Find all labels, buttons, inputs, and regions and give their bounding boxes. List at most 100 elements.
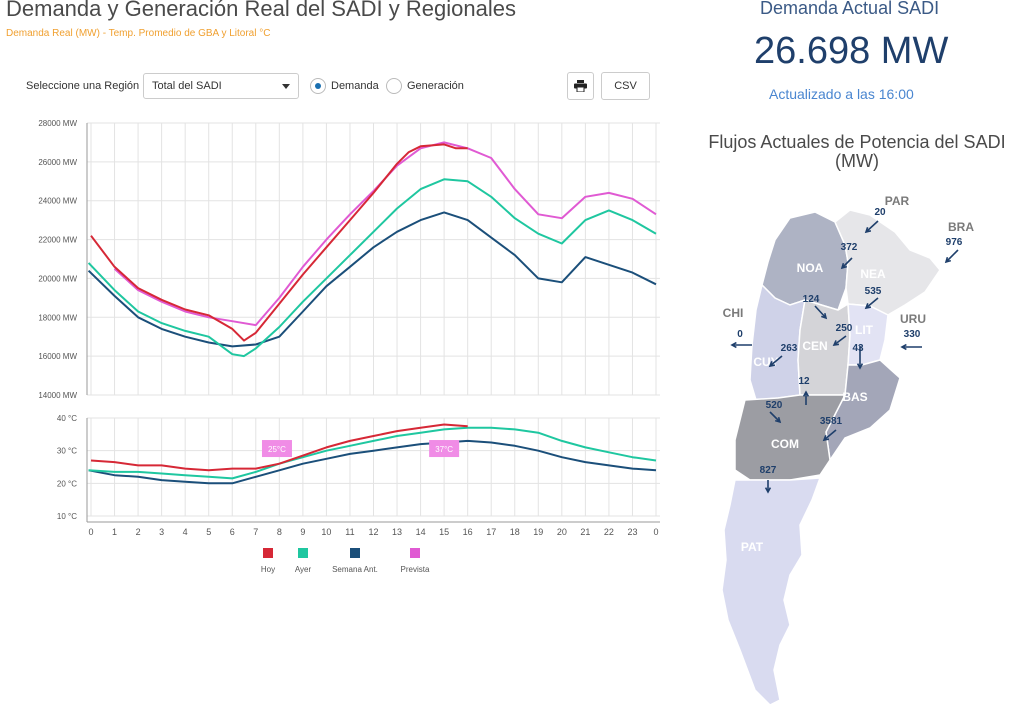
flow-arrow-line bbox=[823, 429, 837, 441]
temp-y-tick: 40 °C bbox=[57, 414, 77, 423]
flow-value: 263 bbox=[781, 343, 798, 354]
region-label: Seleccione una Región bbox=[26, 80, 140, 92]
temp-series-semana-ant bbox=[88, 439, 657, 485]
country-label: CHI bbox=[723, 306, 744, 320]
radio-demanda[interactable]: Demanda bbox=[310, 76, 379, 96]
flow-value: 520 bbox=[766, 400, 783, 411]
flow-arrow-head-icon bbox=[864, 227, 872, 234]
regions-layer bbox=[721, 209, 941, 706]
legend-label[interactable]: Prevista bbox=[401, 565, 430, 574]
flow-arrow-head-icon bbox=[764, 487, 772, 494]
legend-swatch[interactable] bbox=[298, 548, 308, 558]
flow-arrow-head-icon bbox=[864, 303, 872, 310]
x-tick-label: 17 bbox=[486, 527, 496, 537]
csv-button[interactable]: CSV bbox=[601, 72, 650, 100]
legend-swatch[interactable] bbox=[410, 548, 420, 558]
x-tick-label: 8 bbox=[277, 527, 282, 537]
flow-value: 976 bbox=[946, 237, 963, 248]
x-tick-label: 16 bbox=[463, 527, 473, 537]
flow-arrow-line bbox=[833, 335, 847, 346]
flow-arrow-head-icon bbox=[856, 363, 864, 370]
flow-arrow-head-icon bbox=[944, 256, 952, 264]
legend-swatch[interactable] bbox=[263, 548, 273, 558]
demand-y-tick: 20000 MW bbox=[38, 274, 77, 283]
legend-label[interactable]: Hoy bbox=[261, 565, 275, 574]
x-tick-label: 4 bbox=[183, 527, 188, 537]
demand-y-tick: 22000 MW bbox=[38, 236, 77, 245]
x-tick-label: 0 bbox=[653, 527, 658, 537]
radio-demanda-label: Demanda bbox=[331, 80, 379, 92]
temp-annotation-box bbox=[429, 440, 460, 458]
legend-label[interactable]: Ayer bbox=[295, 565, 312, 574]
x-tick-label: 13 bbox=[392, 527, 402, 537]
demand-series-ayer bbox=[87, 178, 657, 358]
temp-y-tick: 10 °C bbox=[57, 512, 77, 521]
flow-arrow-line bbox=[814, 305, 827, 319]
flow-value: 0 bbox=[737, 329, 743, 340]
current-demand-value: 26.698 MW bbox=[754, 30, 949, 72]
x-tick-label: 5 bbox=[206, 527, 211, 537]
region-label: NEA bbox=[860, 267, 886, 281]
chart-grid bbox=[87, 122, 660, 517]
region-pat-shape[interactable] bbox=[721, 477, 822, 706]
x-tick-label: 18 bbox=[510, 527, 520, 537]
x-tick-label: 22 bbox=[604, 527, 614, 537]
x-tick-label: 11 bbox=[345, 527, 354, 537]
x-tick-label: 23 bbox=[627, 527, 637, 537]
demand-series-prevista bbox=[113, 141, 657, 327]
demand-series-semana-ant bbox=[87, 211, 657, 348]
flow-arrows-layer bbox=[730, 220, 959, 494]
radio-generacion[interactable]: Generación bbox=[386, 76, 464, 96]
current-demand-title: Demanda Actual SADI bbox=[760, 0, 940, 18]
flow-arrow-head-icon bbox=[774, 416, 782, 424]
page-subtitle: Demanda Real (MW) - Temp. Promedio de GB… bbox=[6, 28, 271, 39]
region-com-shape[interactable] bbox=[734, 394, 847, 481]
region-select[interactable]: Total del SADI bbox=[143, 73, 299, 99]
page-title: Demanda y Generación Real del SADI y Reg… bbox=[6, 0, 516, 21]
flow-value: 20 bbox=[874, 207, 886, 218]
demand-chart: 28000 MW 26000 MW 24000 MW 22000 MW 20000 MW… bbox=[38, 119, 660, 574]
demand-y-tick: 26000 MW bbox=[38, 158, 77, 167]
temp-annotation-label: 25°C bbox=[268, 445, 286, 454]
flow-arrow-head-icon bbox=[802, 390, 810, 397]
temp-annotation-box bbox=[261, 440, 292, 458]
flow-value: 12 bbox=[798, 376, 810, 387]
flow-arrow-line bbox=[945, 249, 959, 263]
print-button[interactable] bbox=[567, 72, 594, 100]
region-label: PAT bbox=[741, 540, 764, 554]
flow-arrow-head-icon bbox=[822, 435, 830, 442]
chevron-down-icon bbox=[282, 84, 290, 89]
legend-swatch[interactable] bbox=[350, 548, 360, 558]
temp-series-hoy bbox=[90, 423, 468, 472]
region-nea-shape[interactable] bbox=[834, 209, 941, 316]
region-label: BAS bbox=[842, 390, 867, 404]
radio-demanda-dot[interactable] bbox=[310, 78, 326, 94]
legend-label[interactable]: Semana Ant. bbox=[332, 565, 378, 574]
x-tick-label: 6 bbox=[230, 527, 235, 537]
x-tick-label: 1 bbox=[112, 527, 117, 537]
demand-y-tick: 18000 MW bbox=[38, 313, 77, 322]
radio-generacion-dot[interactable] bbox=[386, 78, 402, 94]
flow-arrow-head-icon bbox=[821, 312, 828, 320]
radio-generacion-label: Generación bbox=[407, 80, 464, 92]
demand-series-hoy bbox=[90, 143, 468, 342]
temp-y-tick: 20 °C bbox=[57, 479, 77, 488]
flow-arrow-line bbox=[841, 257, 853, 269]
flow-value: 372 bbox=[841, 242, 858, 253]
flow-arrow-line bbox=[769, 411, 781, 423]
region-label: LIT bbox=[855, 323, 874, 337]
x-tick-label: 15 bbox=[439, 527, 449, 537]
x-tick-label: 14 bbox=[416, 527, 426, 537]
x-tick-label: 10 bbox=[321, 527, 331, 537]
region-label: COM bbox=[771, 437, 799, 451]
flow-arrow-line bbox=[769, 355, 783, 367]
flow-value: 535 bbox=[865, 286, 882, 297]
flow-value: 250 bbox=[836, 323, 853, 334]
flow-value: 3581 bbox=[820, 416, 843, 427]
x-tick-label: 21 bbox=[580, 527, 590, 537]
flow-arrow-head-icon bbox=[900, 343, 907, 351]
x-tick-label: 19 bbox=[533, 527, 543, 537]
flow-arrow-head-icon bbox=[832, 340, 840, 347]
